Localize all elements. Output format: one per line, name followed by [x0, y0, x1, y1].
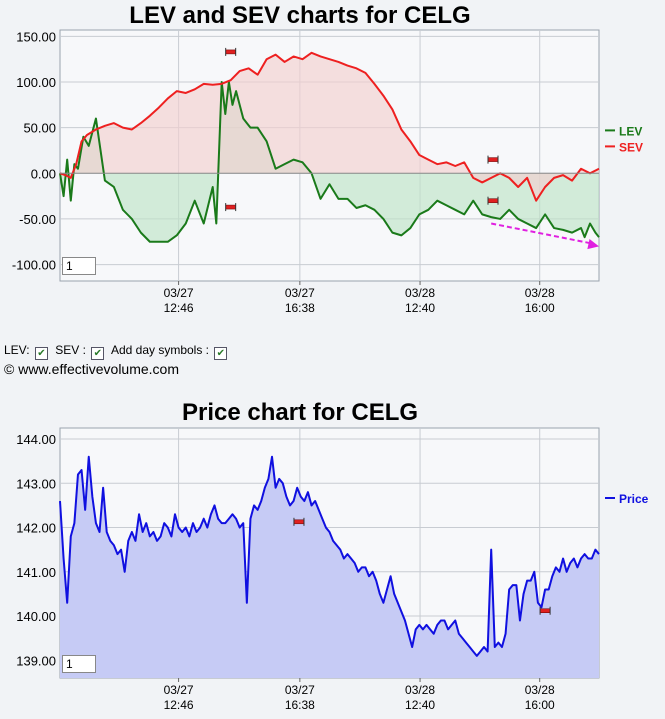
trend-arrow-head [587, 238, 599, 250]
day-symbol-marker [293, 519, 305, 525]
price-chart: 144.00 143.00 142.00 141.00 140.00 139.00 03/2… [16, 427, 649, 712]
x-tick-label: 12:40 [405, 698, 435, 712]
day-symbol-marker [539, 608, 551, 613]
x-tick-label: 12:46 [164, 301, 194, 315]
x-tick-label: 03/27 [285, 683, 315, 697]
lev-sev-chart: 150.00100.0050.000.00-50.00-100.0003/271… [12, 29, 643, 315]
day-symbol-marker [225, 204, 236, 210]
y-tick-label: -50.00 [19, 212, 56, 227]
site-credit: © www.effectivevolume.com [4, 361, 180, 377]
x-tick-label: 03/27 [164, 683, 194, 697]
y-tick-label: 140.00 [16, 609, 56, 624]
lev-checkbox[interactable]: ✔ [34, 347, 48, 360]
x-tick-label: 03/28 [405, 286, 435, 300]
day-symbols-label: Add day symbols : [110, 343, 210, 357]
legend-label-price: Price [619, 492, 649, 506]
sev-checkbox[interactable]: ✔ [91, 347, 105, 360]
x-tick-label: 03/28 [525, 286, 555, 300]
day-symbols-checkbox[interactable]: ✔ [214, 347, 228, 360]
x-tick-label: 16:00 [525, 301, 555, 315]
y-tick-label: 139.00 [16, 653, 56, 668]
x-tick-label: 03/27 [285, 286, 315, 300]
day-symbol-marker [487, 157, 499, 162]
y-tick-label: -100.00 [12, 258, 56, 273]
y-tick-label: 150.00 [16, 29, 56, 44]
lev-label: LEV: [4, 343, 30, 357]
x-tick-label: 03/28 [525, 683, 555, 697]
day-symbol-marker [487, 198, 499, 203]
series-line-price [59, 455, 600, 657]
x-tick-label: 12:46 [164, 698, 194, 712]
y-tick-label: 143.00 [16, 476, 56, 491]
series-fill-lev [60, 82, 599, 242]
x-tick-label: 12:40 [405, 301, 435, 315]
x-tick-label: 03/27 [164, 286, 194, 300]
y-tick-label: 50.00 [23, 121, 56, 136]
zoom-input-price[interactable]: 1 [62, 655, 96, 673]
x-tick-label: 03/28 [405, 683, 435, 697]
series-line-lev [59, 81, 600, 243]
y-tick-label: 141.00 [16, 565, 56, 580]
chart-options: LEV: ✔ SEV : ✔ Add day symbols : ✔ [4, 343, 231, 360]
series-line-sev [59, 51, 600, 202]
day-symbol-marker [225, 49, 236, 55]
y-tick-label: 142.00 [16, 521, 56, 536]
y-tick-label: 0.00 [31, 166, 56, 181]
x-tick-label: 16:00 [525, 698, 555, 712]
series-fill-price [60, 456, 599, 678]
x-tick-label: 16:38 [285, 698, 315, 712]
chart-title-price: Price chart for CELG [181, 399, 419, 426]
trend-arrow-line [491, 222, 592, 245]
y-tick-label: 100.00 [16, 75, 56, 90]
legend-label-sev: SEV [619, 140, 643, 154]
zoom-input[interactable]: 1 [62, 257, 96, 275]
x-tick-label: 16:38 [285, 301, 315, 315]
legend-label-lev: LEV [619, 124, 642, 138]
sev-label: SEV : [55, 343, 86, 357]
chart-title-lev-sev: LEV and SEV charts for CELG [129, 2, 471, 29]
y-tick-label: 144.00 [16, 432, 56, 447]
